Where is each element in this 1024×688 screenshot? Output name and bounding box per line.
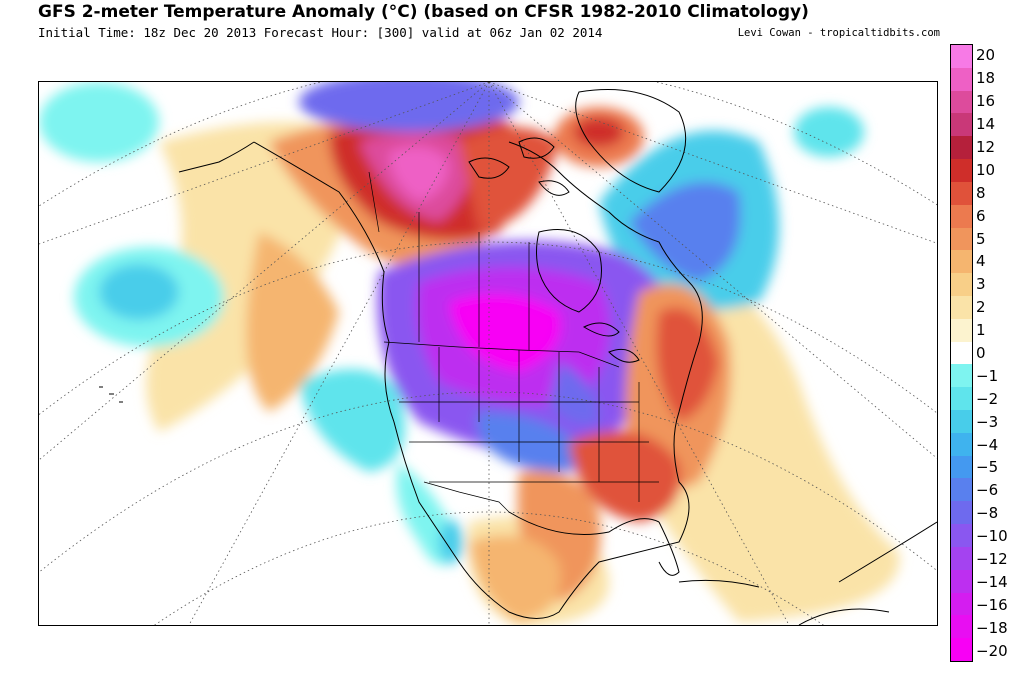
colorbar-label: −5	[976, 458, 999, 477]
map-canvas	[39, 82, 937, 625]
colorbar-swatch	[951, 569, 972, 593]
colorbar-swatch	[951, 501, 972, 525]
colorbar-label: 16	[976, 92, 996, 111]
colorbar-swatch	[951, 524, 972, 547]
colorbar-swatch	[951, 181, 972, 205]
colorbar-label: −6	[976, 481, 999, 500]
colorbar-label: 10	[976, 160, 996, 179]
colorbar-label: −10	[976, 527, 1008, 546]
colorbar-label: 3	[976, 275, 986, 294]
political-borders	[368, 171, 659, 513]
colorbar-swatch	[951, 204, 972, 228]
colorbar-swatch	[951, 455, 972, 479]
colorbar-swatch	[951, 478, 972, 502]
colorbar-swatch	[951, 45, 972, 68]
colorbar-label: 2	[976, 298, 986, 317]
colorbar-scale	[950, 44, 973, 662]
forecast-subtitle: Initial Time: 18z Dec 20 2013 Forecast H…	[38, 25, 603, 40]
anomaly-shading	[39, 82, 900, 625]
colorbar-label: 6	[976, 206, 986, 225]
colorbar-swatch	[951, 387, 972, 410]
colorbar-label: −12	[976, 550, 1008, 568]
colorbar-label: −2	[976, 389, 999, 408]
colorbar-label: 20	[976, 46, 996, 65]
colorbar-label: −1	[976, 366, 999, 385]
colorbar-label: 0	[976, 344, 986, 362]
colorbar-swatch	[951, 638, 972, 661]
colorbar-swatch	[951, 90, 972, 114]
colorbar-label: −4	[976, 435, 999, 454]
colorbar-label: 4	[976, 252, 986, 271]
colorbar-swatch	[951, 546, 972, 570]
colorbar-swatch	[951, 136, 972, 160]
colorbar-swatch	[951, 592, 972, 616]
colorbar-swatch	[951, 318, 972, 342]
colorbar-swatch	[951, 67, 972, 91]
colorbar-swatch	[951, 227, 972, 251]
colorbar-swatch	[951, 364, 972, 388]
colorbar-swatch	[951, 113, 972, 137]
graticule	[39, 82, 937, 625]
colorbar-label: 1	[976, 321, 986, 340]
anomaly-map	[38, 81, 938, 626]
colorbar-labels: 20 18 16 14 12 10 8 6 5 4 3 2 1 0 −1 −2 −3 −4 −5 −6 −8 −10 −12…	[976, 44, 1024, 662]
colorbar-label: −16	[976, 595, 1008, 614]
colorbar-label: 8	[976, 183, 986, 202]
coastlines	[99, 89, 937, 625]
colorbar-swatch	[951, 250, 972, 274]
colorbar-swatch	[951, 341, 972, 365]
colorbar-swatch	[951, 273, 972, 296]
colorbar-label: −18	[976, 618, 1008, 637]
colorbar-label: −20	[976, 641, 1008, 660]
colorbar-label: 14	[976, 115, 996, 134]
colorbar-swatch	[951, 410, 972, 433]
map-title: GFS 2-meter Temperature Anomaly (°C) (ba…	[38, 2, 809, 22]
colorbar-label: 18	[976, 69, 996, 88]
colorbar-label: −8	[976, 504, 999, 523]
author-credit: Levi Cowan - tropicaltidbits.com	[737, 27, 940, 39]
colorbar-label: 5	[976, 229, 986, 248]
colorbar-swatch	[951, 159, 972, 182]
colorbar-label: −3	[976, 412, 999, 431]
colorbar-swatch	[951, 615, 972, 639]
colorbar-label: −14	[976, 572, 1008, 591]
colorbar-label: 12	[976, 138, 996, 156]
colorbar-swatch	[951, 295, 972, 319]
colorbar-swatch	[951, 432, 972, 456]
